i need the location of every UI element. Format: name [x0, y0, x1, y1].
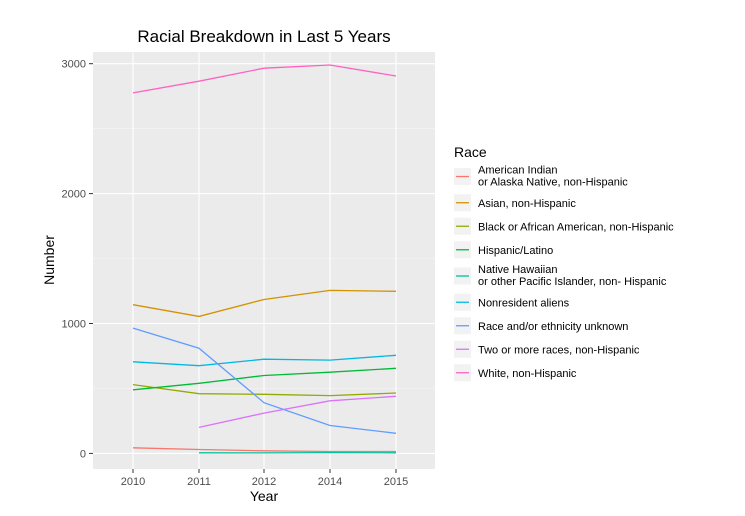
x-tick-label: 2012 — [252, 476, 276, 488]
series-line — [132, 289, 397, 318]
x-tick-label: 2010 — [121, 476, 145, 488]
series-line — [132, 327, 397, 434]
legend-label: White, non-Hispanic — [478, 368, 577, 380]
legend-label: Hispanic/Latino — [478, 245, 553, 257]
x-tick-label: 2014 — [318, 476, 342, 488]
legend-title: Race — [454, 144, 487, 160]
legend-label: or Alaska Native, non-Hispanic — [478, 177, 628, 189]
legend-label: Asian, non-Hispanic — [478, 198, 576, 210]
legend-label: Black or African American, non-Hispanic — [478, 221, 674, 233]
series-lines — [132, 64, 397, 454]
series-line — [132, 367, 397, 391]
x-tick-label: 2015 — [384, 476, 408, 488]
legend-label: Nonresident aliens — [478, 297, 570, 309]
legend-label: or other Pacific Islander, non- Hispanic — [478, 276, 667, 288]
y-tick-label: 0 — [80, 448, 86, 460]
y-axis-title: Number — [41, 235, 57, 285]
y-tick-label: 1000 — [62, 319, 86, 331]
y-tick-label: 3000 — [62, 59, 86, 71]
legend-label: Race and/or ethnicity unknown — [478, 321, 628, 333]
legend-label: Native Hawaiian — [478, 264, 557, 276]
series-line — [132, 383, 397, 397]
legend-label: American Indian — [478, 165, 558, 177]
series-line — [132, 447, 396, 453]
x-axis: 2010 2011 2012 2014 2015 — [121, 469, 408, 488]
series-line — [198, 395, 397, 429]
x-tick-label: 2011 — [187, 476, 211, 488]
series-line — [132, 64, 397, 94]
chart-title: Racial Breakdown in Last 5 Years — [137, 27, 390, 46]
grid-major — [93, 52, 435, 469]
series-line — [132, 354, 397, 367]
x-axis-title: Year — [250, 488, 279, 504]
legend-label: Two or more races, non-Hispanic — [478, 344, 640, 356]
y-axis: 0 1000 2000 3000 — [62, 59, 93, 460]
y-tick-label: 2000 — [62, 189, 86, 201]
